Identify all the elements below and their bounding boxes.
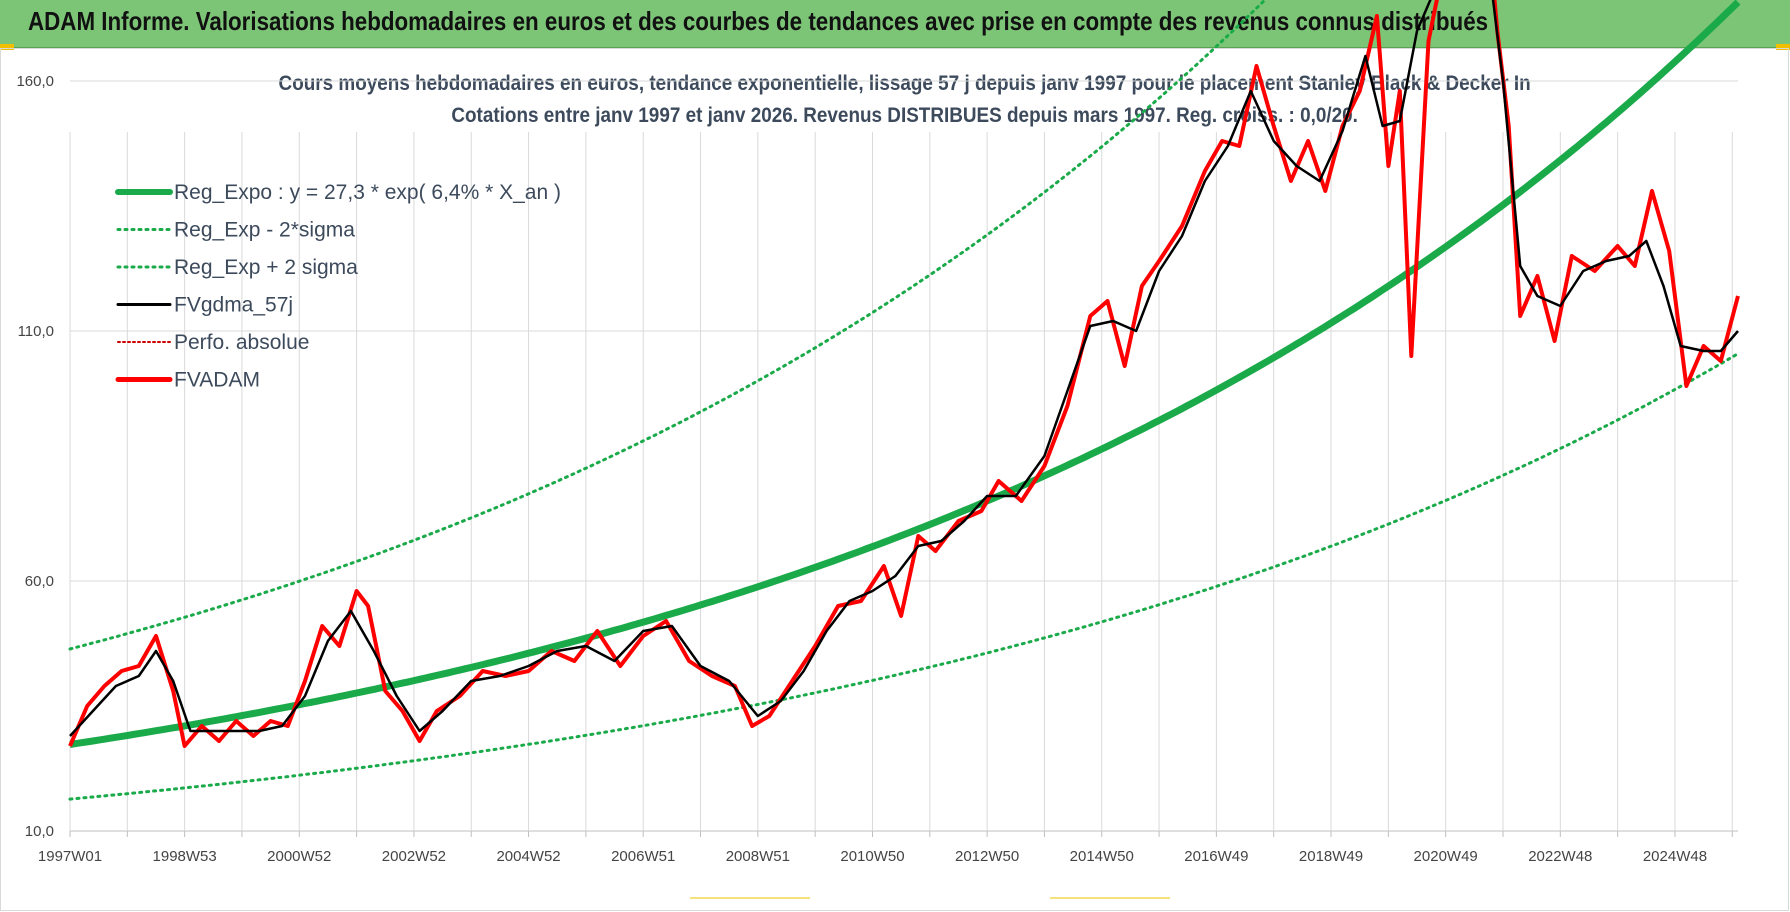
x-tick-label: 2004W52 [496, 848, 560, 865]
series-fvadam [68, 0, 1740, 748]
y-tick-label: 110,0 [18, 323, 54, 340]
banner-title: ADAM Informe. Valorisations hebdomadaire… [28, 6, 1489, 36]
x-tick-label: 2018W49 [1299, 848, 1363, 865]
x-tick-label: 2000W52 [267, 848, 331, 865]
x-tick-label: 2020W49 [1414, 848, 1478, 865]
corner-marker-top-left [0, 44, 14, 50]
y-tick-label: 160,0 [16, 73, 54, 90]
x-tick-label: 2010W50 [840, 848, 904, 865]
x-tick-label: 2014W50 [1070, 848, 1134, 865]
legend-label: Reg_Exp - 2*sigma [174, 219, 355, 242]
x-tick-label: 2016W49 [1184, 848, 1248, 865]
x-tick-label: 2006W51 [611, 848, 675, 865]
header-banner: ADAM Informe. Valorisations hebdomadaire… [0, 0, 1790, 48]
x-tick-label: 2024W48 [1643, 848, 1707, 865]
legend-label: FVgdma_57j [174, 294, 293, 317]
legend-label: FVADAM [174, 369, 260, 392]
series-reg-expo [69, 0, 1741, 748]
footer-accent-right [1050, 897, 1170, 899]
footer-accent-left [690, 897, 810, 899]
series [68, 0, 1741, 801]
series-reg-exp-minus-2sigma [68, 352, 1740, 801]
y-tick-label: 10,0 [25, 823, 54, 840]
legend: Reg_Expo : y = 27,3 * exp( 6,4% * X_an )… [115, 181, 561, 392]
x-tick-label: 1997W01 [38, 848, 102, 865]
series-fvgdma-57j [69, 0, 1739, 737]
axes: 10,060,0110,0160,0210,0260,01997W011998W… [16, 73, 1707, 865]
chart-title-line1: Cours moyens hebdomadaires en euros, ten… [278, 72, 1532, 95]
y-tick-label: 60,0 [25, 573, 54, 590]
legend-label: Reg_Exp + 2 sigma [174, 256, 358, 279]
grid-lines [69, 80, 1738, 837]
legend-label: Reg_Expo : y = 27,3 * exp( 6,4% * X_an ) [174, 181, 561, 204]
x-tick-label: 2022W48 [1528, 848, 1592, 865]
x-tick-label: 2008W51 [726, 848, 790, 865]
series-reg-exp-plus-2sigma [68, 0, 1267, 651]
x-tick-label: 1998W53 [153, 848, 217, 865]
x-tick-label: 2002W52 [382, 848, 446, 865]
legend-label: Perfo. absolue [174, 331, 309, 354]
corner-marker-top-right [1776, 44, 1790, 50]
x-tick-label: 2012W50 [955, 848, 1019, 865]
chart-frame [0, 48, 1789, 911]
